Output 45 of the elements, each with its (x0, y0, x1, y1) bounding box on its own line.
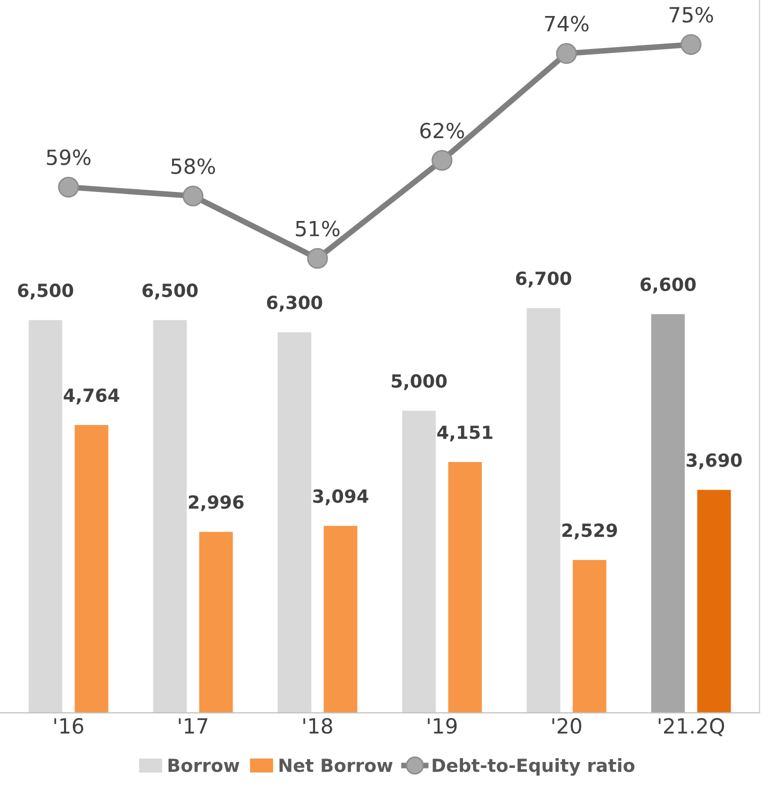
x-tick-label: '17 (178, 718, 208, 734)
data-label: 75% (670, 6, 714, 23)
bar (697, 490, 731, 713)
x-tick-label: '19 (428, 718, 457, 734)
bar (572, 560, 606, 713)
bar (448, 462, 482, 713)
legend-label: Debt-to-Equity ratio (432, 758, 634, 776)
data-label: 6,500 (18, 284, 74, 300)
point (58, 176, 79, 198)
bar (402, 410, 436, 713)
point (307, 248, 328, 269)
point (556, 43, 577, 64)
x-tick-label: '20 (552, 718, 582, 734)
legend-label: Net Borrow (280, 758, 393, 772)
point (680, 34, 702, 55)
bar (28, 320, 62, 713)
data-label: 3,690 (686, 453, 742, 470)
bar (324, 526, 358, 713)
data-label: 6,700 (516, 271, 572, 288)
data-label: 62% (420, 122, 464, 138)
x-tick-label: '16 (54, 718, 84, 734)
data-label: 59% (46, 149, 90, 166)
data-label: 3,094 (313, 489, 368, 506)
bar (199, 532, 233, 713)
x-tick-label: '21.2Q (658, 718, 724, 736)
x-tick-label: '18 (303, 718, 332, 734)
data-label: 51% (296, 220, 340, 236)
data-label: 6,600 (640, 278, 696, 294)
bar (153, 320, 187, 713)
data-label: 6,300 (267, 296, 322, 312)
data-label: 4,151 (437, 426, 492, 442)
data-label: 2,996 (188, 495, 244, 512)
bar (74, 425, 108, 713)
data-label: 2,529 (562, 523, 617, 540)
data-label: 58% (171, 158, 215, 174)
data-label: 5,000 (392, 374, 447, 390)
bar (651, 314, 685, 713)
legend-label: Borrow (168, 758, 240, 772)
data-label: 6,500 (142, 284, 198, 300)
data-label: 74% (545, 16, 589, 32)
bar (278, 332, 312, 713)
data-label: 4,764 (64, 388, 120, 404)
bar (526, 308, 560, 713)
point (182, 186, 204, 206)
point (432, 150, 452, 171)
